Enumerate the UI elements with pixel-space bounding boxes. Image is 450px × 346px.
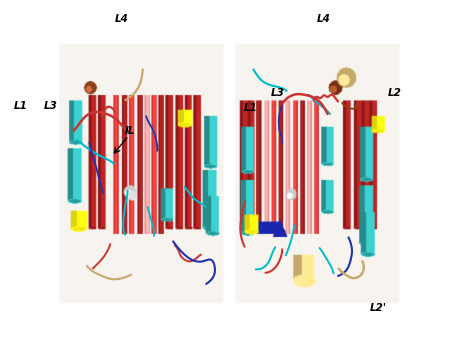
Text: L1: L1 [244,103,257,113]
Text: L2: L2 [388,89,402,98]
Text: L1: L1 [14,101,28,110]
Text: L2': L2' [369,303,387,313]
Text: L3: L3 [271,89,285,98]
Text: L4: L4 [115,14,128,24]
Text: IL: IL [125,127,136,136]
Text: L3: L3 [44,101,58,110]
Text: L4: L4 [317,14,331,24]
